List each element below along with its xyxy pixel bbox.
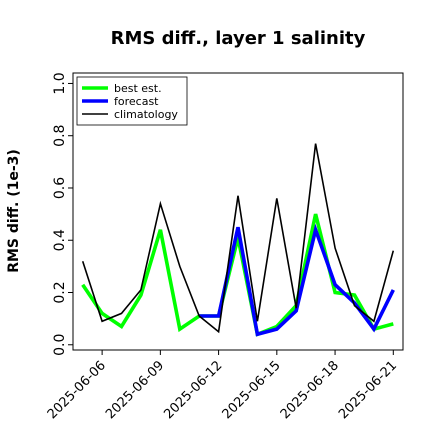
y-axis-label: RMS diff. (1e-3) [6, 149, 22, 273]
series-line-best-est [81, 213, 394, 337]
y-tick-label: 0.2 [52, 281, 68, 303]
legend-label: best est. [114, 82, 162, 95]
y-tick-label: 0.6 [52, 177, 68, 199]
y-tick-label: 0.0 [52, 334, 68, 356]
legend-label: forecast [114, 95, 159, 108]
series-line-climatology [81, 143, 395, 334]
chart-title: RMS diff., layer 1 salinity [111, 28, 366, 49]
y-tick-label: 0.8 [52, 125, 68, 147]
y-tick-label: 1.0 [52, 72, 68, 94]
plot-frame [72, 72, 404, 351]
legend-label: climatology [114, 108, 178, 121]
y-tick-label: 0.4 [52, 229, 68, 251]
